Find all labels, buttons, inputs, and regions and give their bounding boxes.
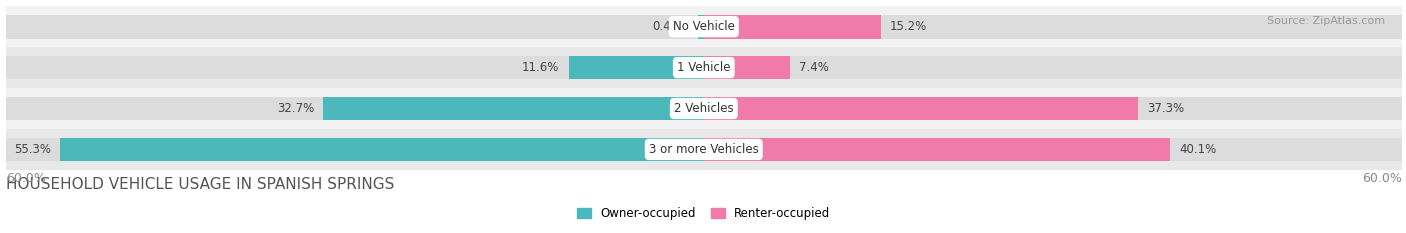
Bar <box>6 137 704 161</box>
Bar <box>704 137 1402 161</box>
Text: 3 or more Vehicles: 3 or more Vehicles <box>650 143 759 156</box>
Text: Source: ZipAtlas.com: Source: ZipAtlas.com <box>1267 16 1385 26</box>
Text: 0.46%: 0.46% <box>652 20 689 33</box>
Bar <box>6 88 1402 129</box>
Text: 32.7%: 32.7% <box>277 102 314 115</box>
Text: 15.2%: 15.2% <box>890 20 927 33</box>
Bar <box>704 15 1402 38</box>
Bar <box>6 56 704 79</box>
Bar <box>6 6 1402 47</box>
Bar <box>704 137 1170 161</box>
Bar <box>6 15 704 38</box>
Bar <box>6 129 1402 170</box>
Text: 2 Vehicles: 2 Vehicles <box>673 102 734 115</box>
Bar <box>6 97 704 120</box>
Text: 11.6%: 11.6% <box>522 61 560 74</box>
Text: HOUSEHOLD VEHICLE USAGE IN SPANISH SPRINGS: HOUSEHOLD VEHICLE USAGE IN SPANISH SPRIN… <box>6 177 394 192</box>
Bar <box>699 15 704 38</box>
Bar <box>323 97 704 120</box>
Text: 7.4%: 7.4% <box>799 61 830 74</box>
Bar <box>704 97 1137 120</box>
Text: 55.3%: 55.3% <box>14 143 51 156</box>
Text: 1 Vehicle: 1 Vehicle <box>678 61 731 74</box>
Text: 40.1%: 40.1% <box>1180 143 1216 156</box>
Bar <box>704 56 790 79</box>
Bar <box>704 15 880 38</box>
Bar <box>60 137 704 161</box>
Text: 60.0%: 60.0% <box>6 172 45 185</box>
Text: No Vehicle: No Vehicle <box>673 20 735 33</box>
Legend: Owner-occupied, Renter-occupied: Owner-occupied, Renter-occupied <box>572 202 835 225</box>
Bar <box>704 56 1402 79</box>
Bar <box>704 97 1402 120</box>
Bar <box>6 47 1402 88</box>
Text: 60.0%: 60.0% <box>1362 172 1402 185</box>
Text: 37.3%: 37.3% <box>1147 102 1184 115</box>
Bar <box>569 56 704 79</box>
